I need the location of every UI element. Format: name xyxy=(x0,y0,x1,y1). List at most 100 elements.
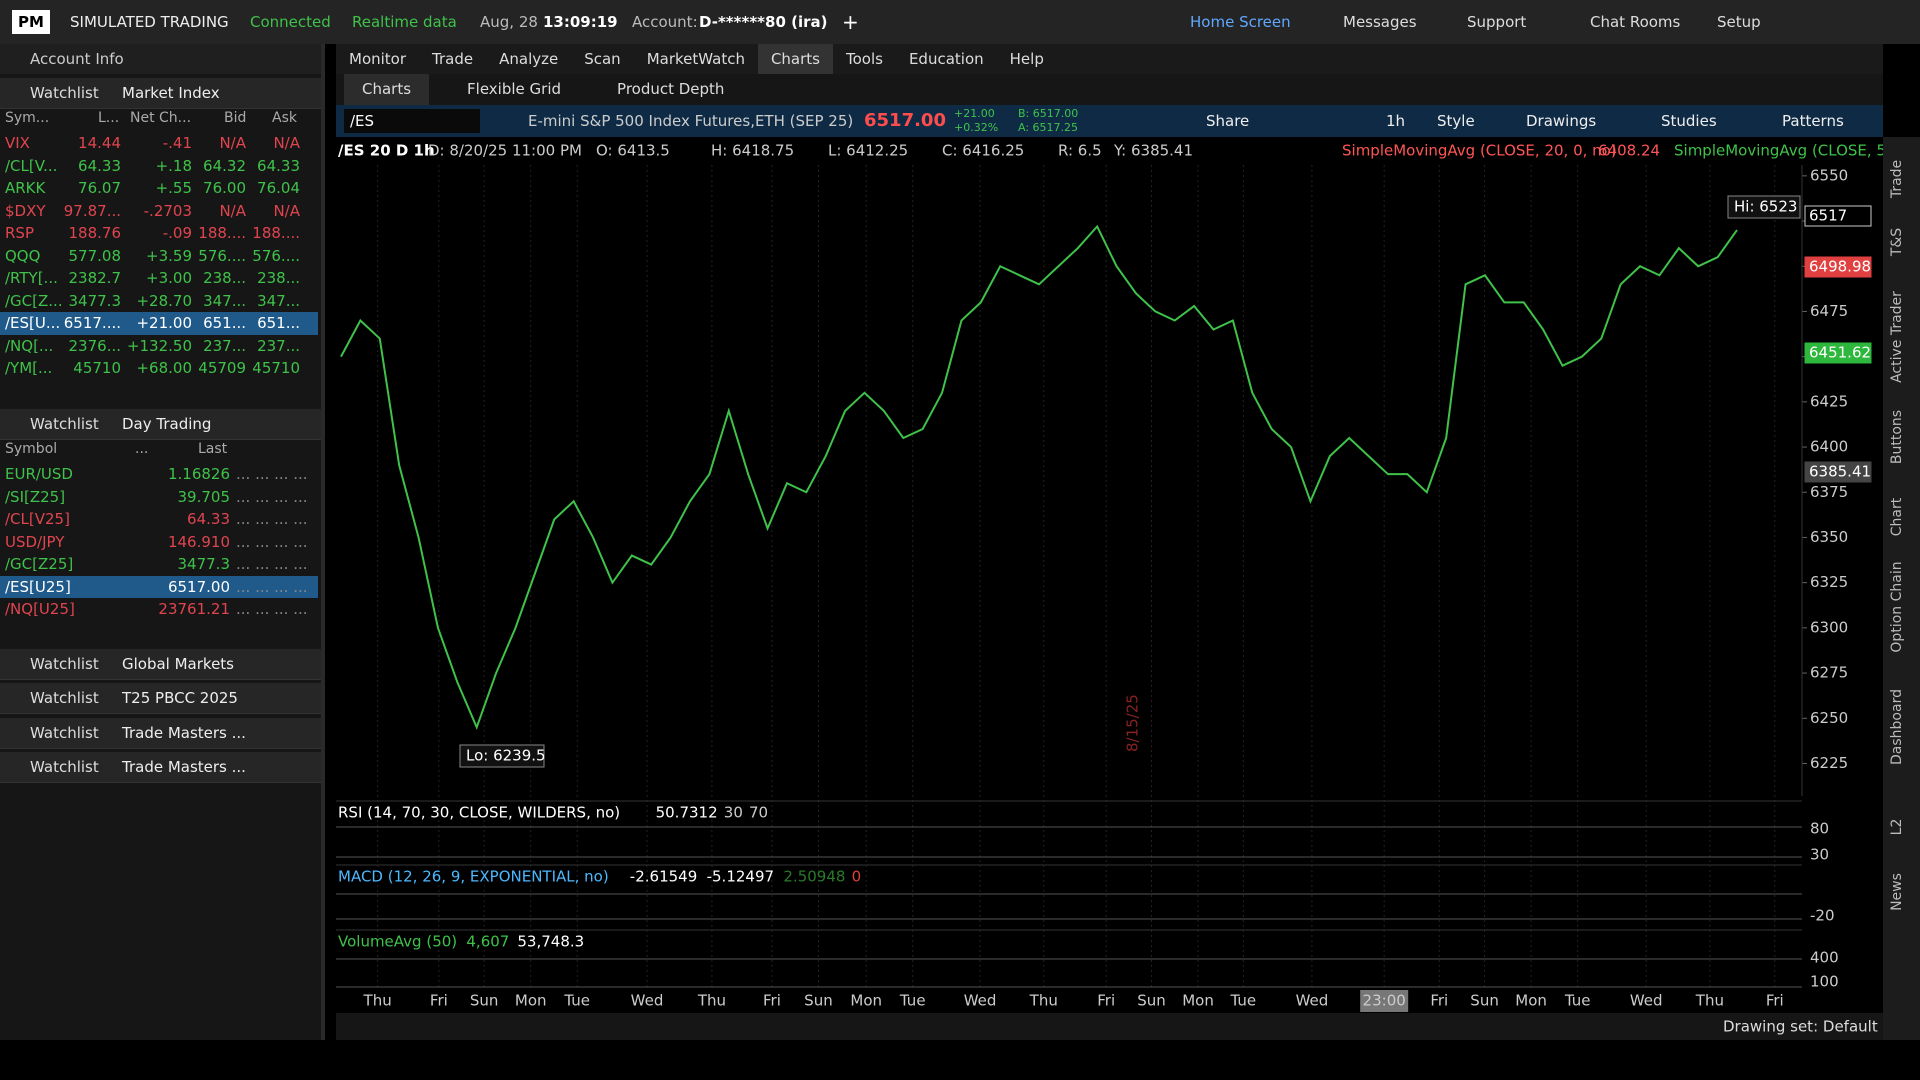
top-link[interactable]: Messages xyxy=(1343,13,1417,31)
sub-tab[interactable]: Flexible Grid xyxy=(467,80,562,98)
watchlist-row[interactable]: /CL[V... 64.33 +.18 64.32 64.33 xyxy=(0,155,318,178)
menu-item[interactable]: Education xyxy=(908,50,984,68)
account: D-******80 (ira) xyxy=(699,13,828,31)
watchlist-label: Watchlist xyxy=(30,723,99,742)
side-tab[interactable]: Active Trader xyxy=(1889,291,1905,383)
cell: 23761.21 xyxy=(158,600,230,618)
cell: 237... xyxy=(203,336,246,355)
watchlist-row[interactable]: /YM[... 45710 +68.00 45709 45710 xyxy=(0,357,318,380)
cell: 347... xyxy=(203,291,246,310)
watchlist-name[interactable]: Day Trading xyxy=(122,415,212,433)
watchlist-collapsed[interactable]: Watchlist Trade Masters ... xyxy=(0,717,321,749)
x-label: Thu xyxy=(697,992,726,1010)
cell: EUR/USD xyxy=(5,465,73,483)
side-tab[interactable]: L2 xyxy=(1889,818,1905,836)
watchlist-row[interactable]: RSP 188.76 -.09 188.... 188.... xyxy=(0,222,318,245)
watchlist-collapsed[interactable]: Watchlist Trade Masters ... xyxy=(0,751,321,783)
cell: 651... xyxy=(257,314,300,332)
top-link[interactable]: Support xyxy=(1467,13,1527,31)
menu-item[interactable]: Analyze xyxy=(499,50,559,68)
x-label: Sun xyxy=(804,992,833,1010)
watchlist-row[interactable]: $DXY 97.87... -.2703 N/A N/A xyxy=(0,200,318,223)
cell: +.55 xyxy=(155,179,192,197)
watchlist-row[interactable]: EUR/USD 1.16826 ... ... ... ... xyxy=(0,463,318,486)
menu-item[interactable]: Charts xyxy=(757,44,833,74)
cell: N/A xyxy=(219,134,246,152)
watchlist-row[interactable]: /GC[Z25] 3477.3 ... ... ... ... xyxy=(0,553,318,576)
top-link[interactable]: Chat Rooms xyxy=(1590,13,1681,31)
watchlist-row[interactable]: ARKK 76.07 +.55 76.00 76.04 xyxy=(0,177,318,200)
y-tick-label: 6475 xyxy=(1810,302,1848,320)
cell: RSP xyxy=(5,224,34,242)
watchlist-row[interactable]: QQQ 577.08 +3.59 576.... 576.... xyxy=(0,245,318,268)
top-link[interactable]: Setup xyxy=(1717,13,1761,31)
cell: 576.... xyxy=(252,246,300,265)
x-label: Wed xyxy=(1296,992,1329,1010)
date: Aug, 28 xyxy=(480,13,538,31)
cell: 76.00 xyxy=(203,179,246,197)
x-label: Wed xyxy=(964,992,997,1010)
watchlist-row[interactable]: /ES[U... 6517.... +21.00 651... 651... xyxy=(0,312,318,335)
cell: 64.33 xyxy=(257,156,300,175)
price-bubble xyxy=(1804,342,1872,364)
watchlist-label[interactable]: Watchlist xyxy=(30,84,99,102)
toolbar-button[interactable]: Studies xyxy=(1661,112,1717,130)
watchlist-row[interactable]: /RTY[... 2382.7 +3.00 238... 238... xyxy=(0,267,318,290)
watchlist-name[interactable]: Market Index xyxy=(122,84,220,102)
side-tab[interactable]: Dashboard xyxy=(1889,689,1905,765)
watchlist-row[interactable]: /GC[Z... 3477.3 +28.70 347... 347... xyxy=(0,290,318,313)
study-header: 70 xyxy=(749,804,768,822)
menu-item[interactable]: Monitor xyxy=(349,50,407,68)
menu-item[interactable]: MarketWatch xyxy=(646,50,745,68)
price-line xyxy=(340,224,1738,731)
toolbar-button[interactable]: Style xyxy=(1437,112,1475,130)
menu-item[interactable]: Trade xyxy=(432,50,474,68)
cell: 14.44 xyxy=(78,134,121,152)
sub-tab[interactable]: Charts xyxy=(344,74,430,105)
cell: 3477.3 xyxy=(177,555,231,573)
menu-item[interactable]: Tools xyxy=(846,50,883,68)
cell: /RTY[... xyxy=(5,269,58,287)
watchlist-row[interactable]: VIX 14.44 -.41 N/A N/A xyxy=(0,132,318,155)
study-header: -5.12497 xyxy=(707,868,774,886)
watchlist-row[interactable]: /NQ[... 2376... +132.50 237... 237... xyxy=(0,335,318,358)
column-header: Symbol xyxy=(5,441,58,457)
menu-item[interactable]: Help xyxy=(1009,50,1044,68)
hi-box xyxy=(1727,195,1801,219)
watchlist-label[interactable]: Watchlist xyxy=(30,415,99,433)
top-link[interactable]: Home Screen xyxy=(1190,13,1291,31)
watchlist-row[interactable]: /SI[Z25] 39.705 ... ... ... ... xyxy=(0,486,318,509)
toolbar-button[interactable]: Share xyxy=(1206,112,1250,130)
chart-header-item: Y: 6385.41 xyxy=(1113,142,1193,160)
bid: B: 6517.00 xyxy=(1018,107,1079,120)
watchlist-collapsed[interactable]: Watchlist Global Markets xyxy=(0,649,321,680)
side-tab[interactable]: T&S xyxy=(1889,227,1905,257)
price-bubble-label: 6517 xyxy=(1809,207,1847,225)
chart-area: Thu Fri Sun Mon Tue Wed Thu Fri Sun Mon Tue Wed Thu F… xyxy=(336,137,1883,1040)
side-tab[interactable]: Chart xyxy=(1889,497,1905,537)
study-axis-label: 400 xyxy=(1810,949,1839,967)
toolbar-button[interactable]: Patterns xyxy=(1782,112,1844,130)
watchlist-row[interactable]: /CL[V25] 64.33 ... ... ... ... xyxy=(0,508,318,531)
watchlist-row[interactable]: /NQ[U25] 23761.21 ... ... ... ... xyxy=(0,598,318,621)
side-tab[interactable]: Trade xyxy=(1889,159,1905,199)
side-tab[interactable]: Option Chain xyxy=(1889,561,1905,653)
side-tab[interactable]: News xyxy=(1889,873,1905,911)
cell: /CL[V25] xyxy=(5,510,70,528)
watchlist-collapsed[interactable]: Watchlist T25 PBCC 2025 xyxy=(0,683,321,715)
toolbar-button[interactable]: Drawings xyxy=(1526,112,1597,130)
toolbar-button[interactable]: 1h xyxy=(1386,112,1406,130)
menu-item[interactable]: Scan xyxy=(584,50,621,68)
study-axis-label: -20 xyxy=(1810,907,1835,925)
chart-header-item: D: 8/20/25 11:00 PM xyxy=(428,142,582,160)
add-button[interactable]: + xyxy=(842,10,859,34)
cell: 146.910 xyxy=(167,532,230,551)
watchlist-label: Watchlist xyxy=(30,757,99,776)
watchlist-row[interactable]: USD/JPY 146.910 ... ... ... ... xyxy=(0,531,318,554)
watchlist-row[interactable]: /ES[U25] 6517.00 ... ... ... ... xyxy=(0,575,318,598)
account-info[interactable]: Account Info xyxy=(0,44,321,74)
sub-tab[interactable]: Product Depth xyxy=(617,80,725,98)
x-label: Thu xyxy=(1695,992,1724,1010)
side-tab[interactable]: Buttons xyxy=(1889,409,1905,465)
price: 6517.00 xyxy=(864,110,946,131)
